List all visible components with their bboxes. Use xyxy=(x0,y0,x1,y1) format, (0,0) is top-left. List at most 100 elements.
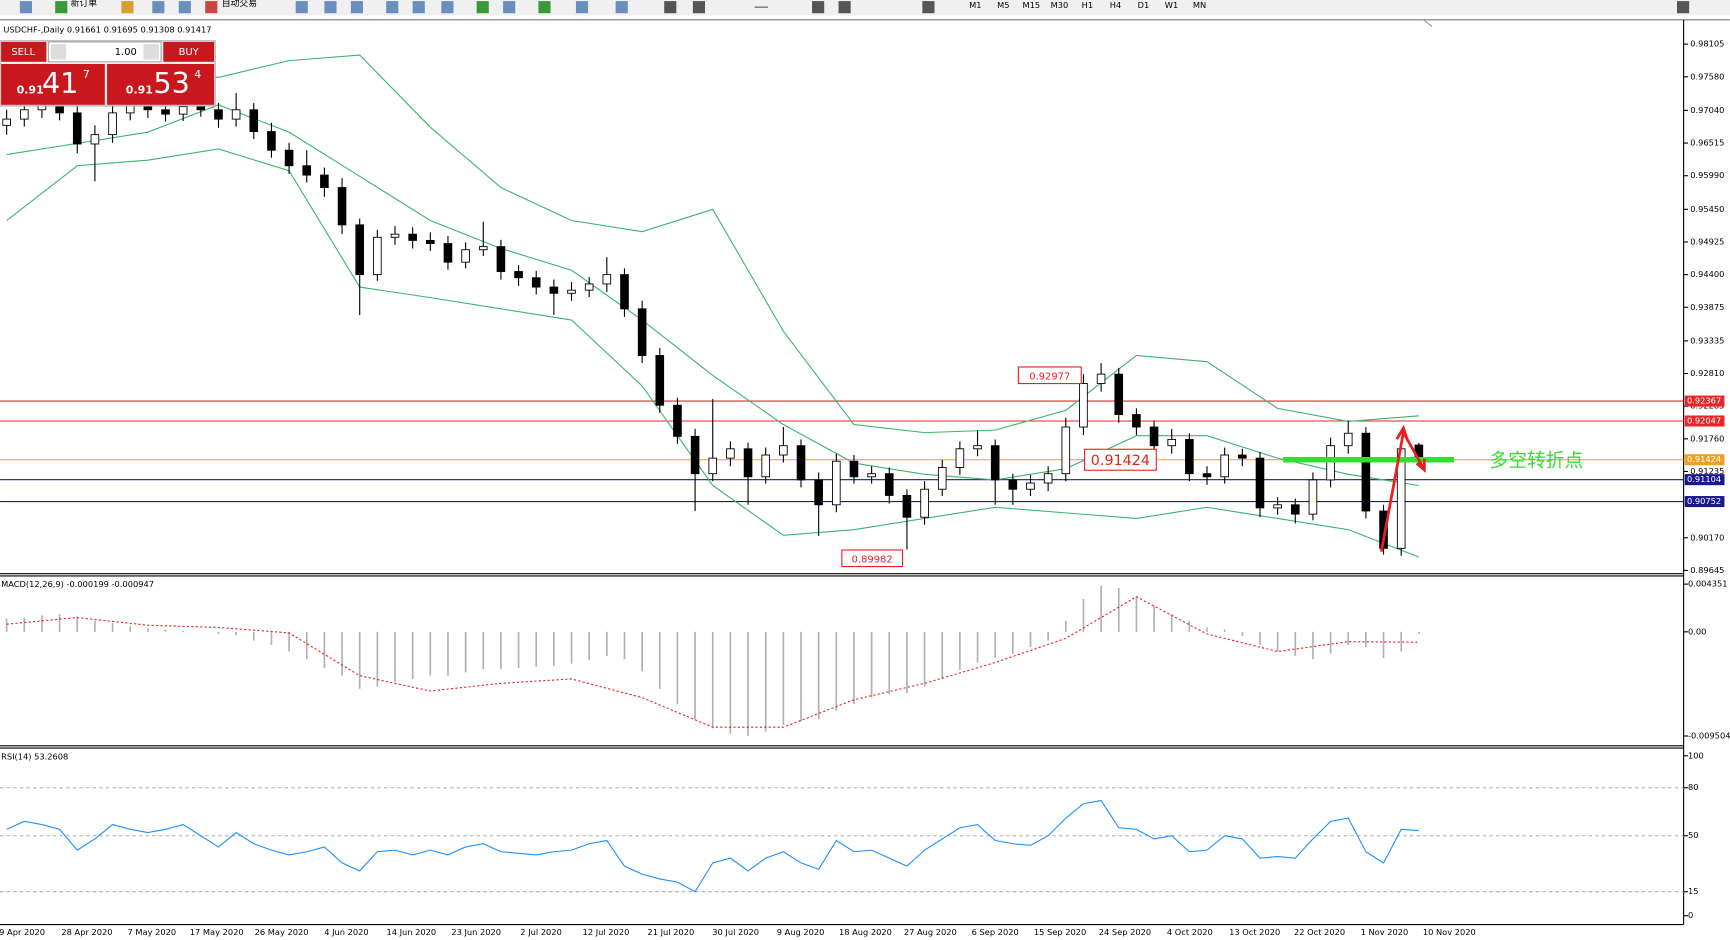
annotation-label: 0.89982 xyxy=(852,554,893,565)
y-tick-label: 0.93335 xyxy=(1690,335,1724,345)
icon[interactable] xyxy=(121,1,134,14)
x-tick-label: 30 Jul 2020 xyxy=(712,927,759,937)
y-tick-label: 0.91235 xyxy=(1690,466,1724,476)
candle-body xyxy=(408,233,417,241)
sell-button[interactable] xyxy=(1,41,47,62)
candle-body xyxy=(1343,432,1353,447)
x-tick-label: 26 May 2020 xyxy=(255,927,309,937)
icon[interactable] xyxy=(692,1,706,14)
icon[interactable] xyxy=(324,1,337,14)
x-tick-label: 27 Aug 2020 xyxy=(904,927,957,937)
icon[interactable] xyxy=(503,1,516,14)
candle-body xyxy=(973,445,982,450)
candle-body xyxy=(72,112,82,145)
candle-body xyxy=(2,118,11,126)
sell-big: 41 xyxy=(42,66,78,100)
icon[interactable] xyxy=(350,1,364,14)
icon[interactable] xyxy=(476,1,489,14)
sell-sup: 7 xyxy=(83,68,90,81)
x-tick-label: 15 Sep 2020 xyxy=(1034,927,1086,937)
icon[interactable] xyxy=(152,1,165,14)
candle-body xyxy=(231,109,241,120)
icon[interactable] xyxy=(178,1,191,14)
new-order[interactable]: 新订单 xyxy=(71,0,98,9)
hand-drawn-arrow xyxy=(1379,424,1426,552)
icon[interactable] xyxy=(386,1,399,14)
icon[interactable] xyxy=(412,1,425,14)
icon[interactable] xyxy=(922,1,935,14)
x-tick-label: 18 Aug 2020 xyxy=(839,927,892,937)
price-level-label: 0.92367 xyxy=(1687,396,1721,406)
candle-body xyxy=(443,243,453,263)
y-tick-label: 15 xyxy=(1688,886,1699,896)
buy-button[interactable] xyxy=(163,41,215,62)
y-tick-label: 0.95990 xyxy=(1690,170,1724,180)
x-tick-label: 17 May 2020 xyxy=(190,927,244,937)
candle-body xyxy=(1114,373,1124,416)
timeframe[interactable]: MN xyxy=(1193,0,1206,10)
candle-body xyxy=(249,109,259,132)
timeframe[interactable]: D1 xyxy=(1138,0,1150,10)
candle-body xyxy=(496,246,506,272)
auto-trading[interactable]: 自动交易 xyxy=(222,0,257,9)
icon[interactable] xyxy=(205,1,218,14)
candle-body xyxy=(567,289,576,294)
icon[interactable] xyxy=(812,1,825,14)
timeframe[interactable]: H4 xyxy=(1110,0,1121,10)
buy-prefix: 0.91 xyxy=(126,83,153,96)
y-tick-label: -0.009504 xyxy=(1688,730,1730,740)
spin-up[interactable] xyxy=(143,44,159,60)
candle-body xyxy=(902,495,912,518)
candle-body xyxy=(1008,479,1018,490)
toolbar xyxy=(0,0,1730,16)
candle-body xyxy=(390,233,400,238)
icon[interactable] xyxy=(615,1,628,14)
buy-label[interactable]: BUY xyxy=(179,47,200,58)
candle-body xyxy=(584,283,594,291)
icon[interactable] xyxy=(19,1,33,14)
icon[interactable] xyxy=(441,1,454,14)
candle-body xyxy=(1273,504,1282,509)
x-tick-label: 23 Jun 2020 xyxy=(451,927,501,937)
sell-price-box[interactable] xyxy=(1,63,105,105)
timeframe[interactable]: M5 xyxy=(997,0,1009,10)
icon[interactable] xyxy=(295,1,308,14)
candle-body xyxy=(655,355,665,406)
candle-body xyxy=(302,165,312,176)
y-tick-label: 0.90170 xyxy=(1690,532,1724,542)
timeframe[interactable]: W1 xyxy=(1165,0,1178,10)
candle-body xyxy=(1326,445,1335,481)
lots-input[interactable] xyxy=(48,41,162,63)
icon[interactable] xyxy=(664,1,677,14)
icon[interactable] xyxy=(575,1,589,14)
candle-body xyxy=(1132,414,1141,428)
timeframe[interactable]: H1 xyxy=(1082,0,1093,10)
toolbar-icons xyxy=(19,1,1690,14)
candle-body xyxy=(955,448,965,468)
y-tick-label: 0.89645 xyxy=(1690,565,1724,575)
x-tick-label: 2 Jul 2020 xyxy=(520,927,562,937)
buy-price-box[interactable] xyxy=(107,63,215,105)
timeframe[interactable]: M1 xyxy=(969,0,981,10)
icon[interactable] xyxy=(838,1,851,14)
candle-body xyxy=(1043,473,1053,484)
candle-body xyxy=(814,479,823,506)
icon[interactable] xyxy=(1677,1,1690,14)
spin-down[interactable] xyxy=(50,44,67,60)
timeframe[interactable]: M30 xyxy=(1051,0,1069,10)
y-tick-label: 0.004351 xyxy=(1688,579,1727,589)
lots-value[interactable]: 1.00 xyxy=(115,47,137,58)
sell-label[interactable]: SELL xyxy=(11,47,35,58)
candle-body xyxy=(867,473,876,478)
icon[interactable] xyxy=(538,1,551,14)
icon[interactable] xyxy=(754,6,768,8)
timeframe[interactable]: M15 xyxy=(1023,0,1041,10)
y-tick-label: 0.97040 xyxy=(1690,105,1724,115)
price-level-tag xyxy=(1684,415,1725,427)
y-tick-label: 100 xyxy=(1688,750,1704,760)
y-tick-label: 0.93875 xyxy=(1690,302,1724,312)
icon[interactable] xyxy=(55,1,68,14)
candle-body xyxy=(161,109,170,115)
